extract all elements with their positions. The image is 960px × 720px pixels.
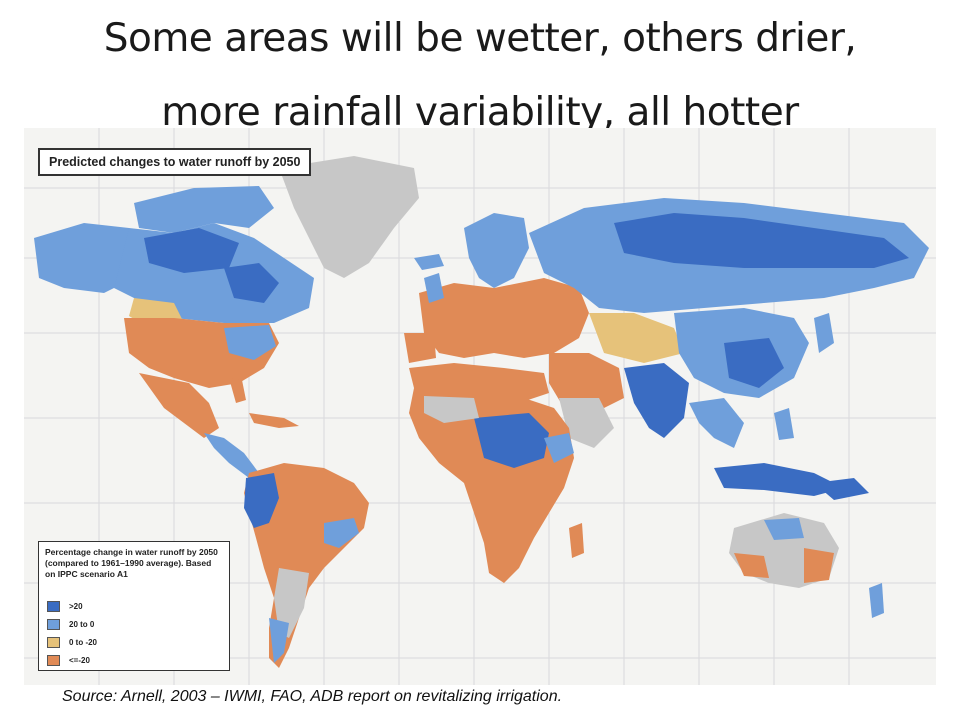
legend-item-strong-increase: >20 <box>47 600 83 612</box>
scandinavia <box>464 213 529 288</box>
na-central-america <box>204 433 259 478</box>
na-alaska <box>34 223 134 293</box>
china-east-strong <box>724 338 784 388</box>
australia-north-blue <box>764 518 804 540</box>
iceland <box>414 254 444 270</box>
legend-label: <=-20 <box>69 655 90 665</box>
indonesia <box>714 463 844 496</box>
na-canada-north-strong <box>144 228 239 273</box>
legend-label: 0 to -20 <box>69 637 98 647</box>
sahara-nodata <box>424 396 479 423</box>
japan <box>814 313 834 353</box>
siberia-strong <box>614 213 909 268</box>
sa-east-increase <box>324 518 359 548</box>
na-mexico <box>139 373 219 438</box>
na-caribbean <box>249 413 299 428</box>
runoff-map: Predicted changes to water runoff by 205… <box>24 128 936 685</box>
europe-main <box>419 278 589 358</box>
na-arctic-islands <box>134 186 274 233</box>
sa-main <box>244 463 369 668</box>
map-heading: Predicted changes to water runoff by 205… <box>38 148 312 176</box>
australia-east-dry <box>804 548 834 583</box>
legend-item-decrease: 0 to -20 <box>47 636 97 648</box>
legend-swatch <box>47 636 60 648</box>
legend-swatch <box>47 654 60 666</box>
slide-title: Some areas will be wetter, others drier,… <box>0 2 960 150</box>
world-map-svg <box>24 128 936 685</box>
oceania <box>729 478 884 618</box>
new-guinea <box>814 478 869 500</box>
legend-swatch <box>47 600 60 612</box>
madagascar <box>569 523 584 558</box>
uk <box>424 273 444 303</box>
north-america <box>34 186 314 478</box>
arabia <box>559 398 614 448</box>
iberia <box>404 333 436 363</box>
southeast-asia <box>689 398 744 448</box>
legend-swatch <box>47 618 60 630</box>
map-legend: Percentage change in water runoff by 205… <box>38 541 230 671</box>
na-hudson-strong <box>224 263 279 303</box>
south-asia <box>624 363 689 438</box>
legend-label: >20 <box>69 601 83 611</box>
legend-item-increase: 20 to 0 <box>47 618 94 630</box>
legend-label: 20 to 0 <box>69 619 95 629</box>
new-zealand <box>869 583 884 618</box>
africa-horn-increase <box>544 433 574 463</box>
africa <box>409 388 584 583</box>
sa-northwest-strong <box>244 473 279 528</box>
australia-southwest-dry <box>734 553 769 578</box>
greenland <box>279 156 419 278</box>
sa-southern-cone-blue <box>269 618 289 663</box>
slide-title-line-1: Some areas will be wetter, others drier, <box>103 16 857 61</box>
na-florida <box>229 378 246 403</box>
source-caption: Source: Arnell, 2003 – IWMI, FAO, ADB re… <box>62 688 563 705</box>
legend-title: Percentage change in water runoff by 205… <box>45 547 218 579</box>
na-usa-east <box>224 325 276 360</box>
asia <box>529 198 929 496</box>
slide-title-line-2: more rainfall variability, all hotter <box>161 90 799 135</box>
legend-item-strong-decrease: <=-20 <box>47 654 90 666</box>
south-america <box>244 463 369 668</box>
africa-central-strong <box>474 413 549 468</box>
central-asia-dry <box>589 313 684 363</box>
sa-south-nodata <box>274 568 309 638</box>
philippines <box>774 408 794 440</box>
